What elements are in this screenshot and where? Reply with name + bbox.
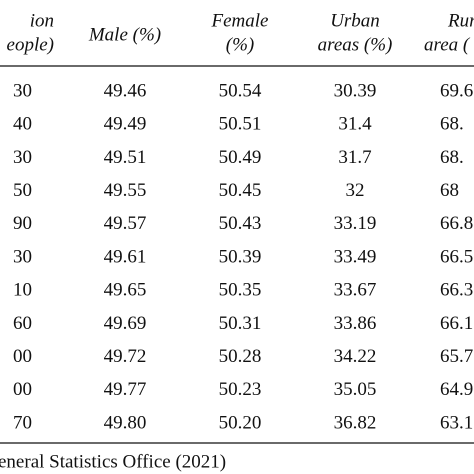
table-cell: 49.77: [104, 379, 147, 400]
table-cell: 64.9: [440, 379, 473, 400]
table-cell: 34.22: [334, 346, 377, 367]
table-cell: 65.7: [440, 346, 473, 367]
table-cell: 50.39: [219, 246, 262, 267]
table-cell: 49.55: [104, 180, 147, 201]
table-cell: 66.5: [440, 246, 473, 267]
table-cell: 49.61: [104, 246, 147, 267]
table-cell: 35.05: [334, 379, 377, 400]
table-cell: 00: [13, 346, 32, 367]
column-header: area (: [424, 34, 471, 55]
column-header: Rur: [447, 10, 474, 31]
column-header: Urban: [330, 10, 380, 31]
table-cell: 49.51: [104, 147, 147, 168]
table-cell: 50.45: [219, 180, 262, 201]
table-cell: 30.39: [334, 80, 377, 101]
table-cell: 33.49: [334, 246, 377, 267]
table-cell: 68.: [440, 114, 464, 135]
table-cell: 49.65: [104, 280, 147, 301]
table-cell: 66.8: [440, 213, 473, 234]
table-cell: 40: [13, 114, 32, 135]
table-cell: 50.35: [219, 280, 262, 301]
table-cell: 50.28: [219, 346, 262, 367]
table-cell: 49.49: [104, 114, 147, 135]
column-header: Male (%): [88, 24, 161, 45]
table-cell: 33.86: [334, 313, 377, 334]
table-cell: 49.57: [104, 213, 147, 234]
table-cell: 49.46: [104, 80, 147, 101]
table-cell: 30: [13, 246, 32, 267]
column-header: ion: [30, 10, 54, 31]
table-cell: 50.23: [219, 379, 262, 400]
table-cell: 31.7: [338, 147, 371, 168]
table-cell: 50.54: [219, 80, 262, 101]
table-cell: 31.4: [338, 114, 372, 135]
table-cell: 66.3: [440, 280, 473, 301]
table-cell: 69.6: [440, 80, 473, 101]
table-cell: 10: [13, 280, 32, 301]
column-header: (%): [226, 34, 254, 55]
table-cell: 63.1: [440, 412, 473, 433]
table-cell: 32: [346, 180, 365, 201]
table-cell: 60: [13, 313, 32, 334]
table-cell: 50.49: [219, 147, 262, 168]
table-cell: 50.31: [219, 313, 262, 334]
table-cell: 50.43: [219, 213, 262, 234]
table-cell: 68: [440, 180, 459, 201]
table-cell: 30: [13, 80, 32, 101]
table-cell: 70: [13, 412, 32, 433]
column-header: areas (%): [318, 34, 393, 55]
table-cell: 49.72: [104, 346, 147, 367]
table-cell: 68.: [440, 147, 464, 168]
table-cell: 36.82: [334, 412, 377, 433]
table-cell: 66.1: [440, 313, 473, 334]
table-cell: 30: [13, 147, 32, 168]
table-cell: 50.51: [219, 114, 262, 135]
table-cell: 49.69: [104, 313, 147, 334]
table-cell: 00: [13, 379, 32, 400]
column-header: eople): [7, 34, 54, 55]
table-cell: 50: [13, 180, 32, 201]
source-note: eneral Statistics Office (2021): [0, 451, 226, 472]
column-header: Female: [211, 10, 269, 31]
table-cell: 33.19: [334, 213, 377, 234]
table-cell: 50.20: [219, 412, 262, 433]
table-cell: 33.67: [334, 280, 377, 301]
table-cell: 49.80: [104, 412, 147, 433]
table-cell: 90: [13, 213, 32, 234]
